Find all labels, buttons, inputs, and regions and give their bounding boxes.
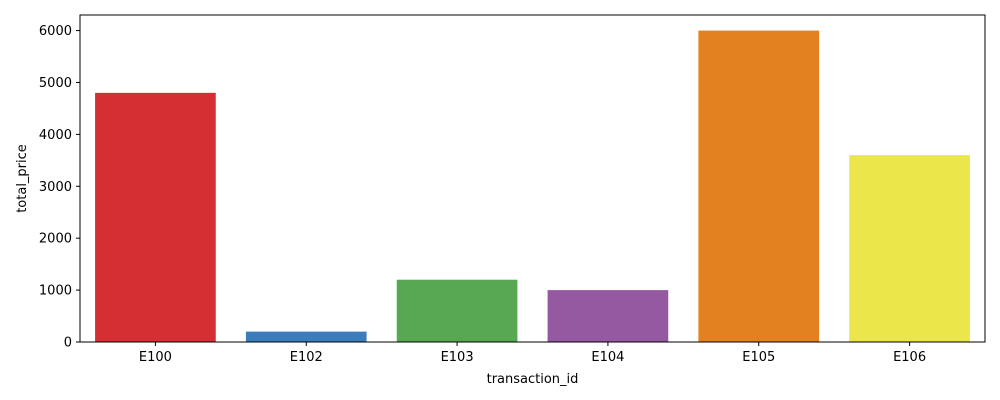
y-tick-label: 5000 — [39, 76, 72, 91]
bars-layer — [95, 30, 970, 342]
bar-e105 — [698, 30, 820, 342]
x-tick-label: E106 — [893, 350, 926, 365]
y-axis-label: total_price — [15, 144, 30, 213]
y-tick-label: 3000 — [39, 180, 72, 195]
y-tick-label: 0 — [64, 336, 72, 351]
bar-e103 — [396, 279, 518, 342]
bar-e100 — [95, 92, 216, 342]
x-axis-label: transaction_id — [487, 372, 579, 387]
bar-e104 — [547, 290, 669, 342]
y-tick-label: 6000 — [39, 24, 72, 39]
x-tick-label: E100 — [139, 350, 172, 365]
plot-frame — [79, 14, 986, 343]
x-tick-label: E105 — [742, 350, 775, 365]
y-tick-label: 1000 — [39, 284, 72, 299]
ticks-layer: E100 E102 E103 E104 E105 E106 0 1000 2000 3000 400… — [39, 24, 926, 365]
bar-e106 — [849, 155, 970, 342]
x-tick-label: E103 — [441, 350, 474, 365]
y-tick-label: 2000 — [39, 232, 72, 247]
y-tick-label: 4000 — [39, 128, 72, 143]
x-tick-label: E102 — [290, 350, 323, 365]
x-tick-label: E104 — [591, 350, 624, 365]
bar-e102 — [245, 331, 367, 342]
